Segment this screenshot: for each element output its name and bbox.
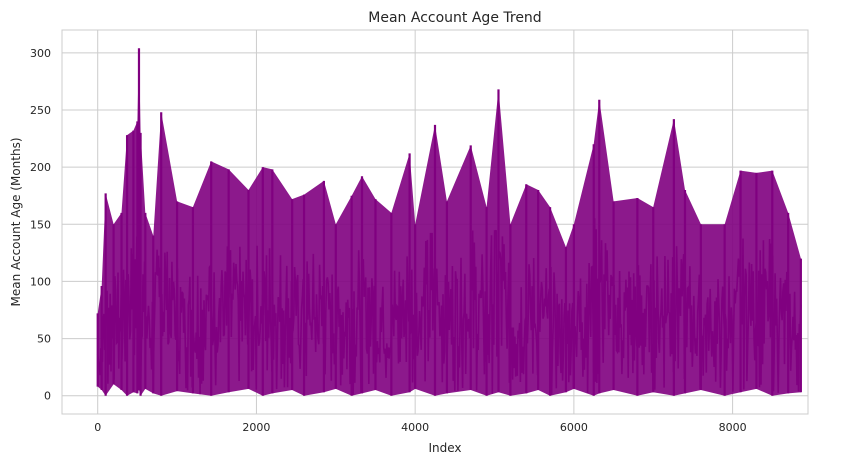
plot-frame: [61, 29, 809, 415]
y-axis-ticks: 0 50 100 150 200 250 300: [30, 47, 51, 403]
x-tick-label: 6000: [560, 421, 588, 434]
x-tick-label: 8000: [719, 421, 747, 434]
y-tick-label: 50: [37, 333, 51, 346]
series-area: [96, 48, 802, 396]
chart-title: Mean Account Age Trend: [368, 10, 541, 26]
x-axis-ticks: 0 2000 4000 6000 8000: [94, 421, 746, 434]
y-tick-label: 150: [30, 218, 51, 231]
y-tick-label: 250: [30, 104, 51, 117]
y-axis-label: Mean Account Age (Months): [9, 137, 23, 306]
y-tick-label: 0: [44, 390, 51, 403]
x-tick-label: 4000: [401, 421, 429, 434]
x-tick-label: 2000: [242, 421, 270, 434]
y-tick-label: 100: [30, 275, 51, 288]
series-line: [96, 218, 802, 395]
y-tick-label: 200: [30, 161, 51, 174]
x-axis-label: Index: [428, 441, 461, 455]
y-tick-label: 300: [30, 47, 51, 60]
x-tick-label: 0: [94, 421, 101, 434]
